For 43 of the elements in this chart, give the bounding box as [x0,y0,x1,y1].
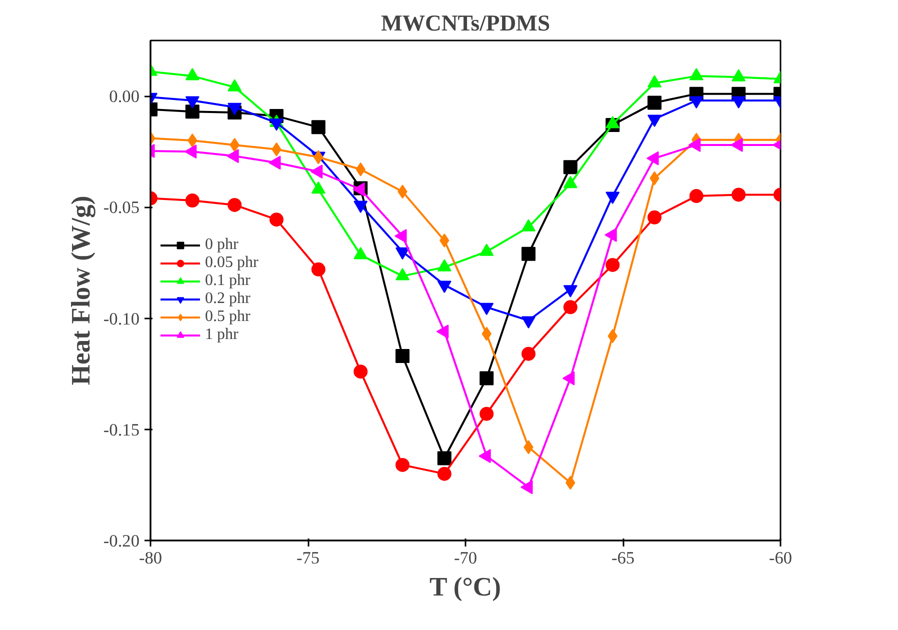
point [311,120,326,134]
point [689,189,704,204]
point [732,188,746,202]
point [396,349,410,364]
y-tick-label: -0.05 [103,198,140,218]
x-axis-title: T (°C) [429,572,502,602]
x-tick-label: -65 [611,548,635,568]
point [563,160,578,174]
x-tick-label: -75 [296,548,320,568]
y-axis-title: Heat Flow (W/g) [65,196,96,386]
point [228,198,242,212]
legend-label: 0.05 phr [205,254,258,272]
x-tick-label: -70 [454,548,478,568]
y-tick-label: -0.10 [103,309,140,328]
chart-title: MWCNTs/PDMS [380,10,550,36]
point [185,194,200,208]
point [563,300,578,314]
point [270,212,284,227]
point [440,234,450,248]
point [437,466,452,481]
y-tick-label: -0.20 [103,532,140,550]
point [354,364,368,379]
point [606,258,620,272]
legend-label: 0.1 phr [205,272,250,290]
y-tick-label: -0.15 [103,420,140,440]
point [396,458,410,472]
point [188,134,198,148]
legend-label: 1 phr [205,326,238,344]
point [185,104,200,119]
point [522,346,536,361]
point [648,96,662,110]
y-tick-label: 0.00 [109,87,140,106]
point [311,262,326,276]
point [480,406,494,421]
point [480,371,494,386]
point [648,210,662,224]
legend-label: 0.2 phr [205,290,250,308]
x-tick-label: -80 [138,548,162,568]
point [522,246,536,261]
x-tick-label: -60 [768,548,792,568]
legend-label: 0 phr [205,236,238,254]
legend-label: 0.5 phr [205,308,250,326]
point [437,451,452,466]
